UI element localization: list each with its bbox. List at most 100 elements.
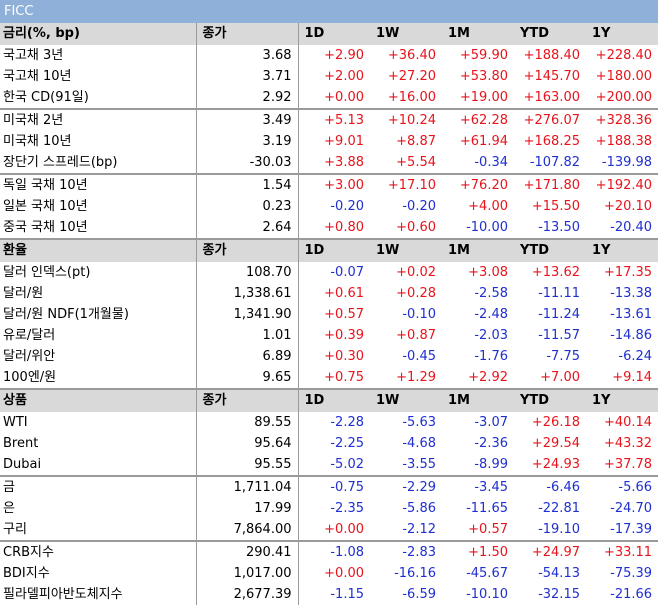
change-m1: -45.67 (466, 566, 508, 581)
close-value: 2.64 (196, 217, 299, 239)
row-label: 유로/달러 (0, 325, 197, 346)
change-w1: +5.54 (396, 155, 436, 170)
row-label: 독일 국채 10년 (0, 173, 197, 196)
change-y1: -13.61 (610, 307, 653, 322)
change-ytd: +145.70 (523, 69, 580, 84)
change-d1: -2.25 (330, 436, 364, 451)
table-row: 국고채 10년 3.71 +2.00 +27.20 +53.80 +145.70 +180.… (0, 66, 658, 87)
close-value: 95.64 (196, 433, 299, 454)
change-w1: +16.00 (387, 90, 436, 105)
change-d1: +3.88 (324, 155, 364, 170)
close-value: 3.19 (196, 131, 299, 152)
change-w1: -2.83 (370, 540, 442, 563)
change-w1: +0.02 (396, 265, 436, 280)
change-y1: -139.98 (601, 155, 653, 170)
change-m1: -2.58 (474, 286, 508, 301)
change-w1: -2.12 (402, 522, 436, 537)
row-label: 달러/원 NDF(1개월물) (0, 304, 197, 325)
change-ytd: +163.00 (523, 90, 580, 105)
column-header: 1M (442, 238, 514, 262)
change-y1: -21.66 (610, 587, 653, 602)
table-row: 달러 인덱스(pt) 108.70 -0.07 +0.02 +3.08 +13.62 +17… (0, 262, 658, 283)
change-ytd: -22.81 (538, 501, 580, 516)
change-ytd: -107.82 (529, 155, 580, 170)
row-label: Brent (0, 433, 197, 454)
change-d1: +0.75 (324, 370, 364, 385)
change-d1: -2.28 (330, 415, 364, 430)
change-ytd: -11.24 (538, 307, 580, 322)
change-w1: +0.87 (396, 328, 436, 343)
row-label: 100엔/원 (0, 367, 197, 389)
change-d1: +0.39 (324, 328, 364, 343)
change-w1: +8.87 (396, 134, 436, 149)
change-y1: +33.11 (586, 540, 658, 563)
change-w1: -6.59 (402, 587, 436, 602)
table-row: 은 17.99 -2.35 -5.86 -11.65 -22.81 -24.70 (0, 498, 658, 519)
change-ytd: -11.11 (538, 286, 580, 301)
change-w1: +0.28 (396, 286, 436, 301)
change-w1: +0.60 (396, 220, 436, 235)
row-label: 미국채 10년 (0, 131, 197, 152)
change-m1: -10.10 (466, 587, 508, 602)
table-row: Dubai 95.55 -5.02 -3.55 -8.99 +24.93 +37.78 (0, 454, 658, 476)
change-m1: -2.03 (474, 328, 508, 343)
close-value: 1,017.00 (196, 563, 299, 584)
column-header: YTD (514, 388, 586, 412)
close-value: 108.70 (196, 262, 299, 283)
change-m1: -11.65 (466, 501, 508, 516)
change-ytd: +168.25 (523, 134, 580, 149)
change-d1: +0.57 (324, 307, 364, 322)
table-row: 국고채 3년 3.68 +2.90 +36.40 +59.90 +188.40 +228.4… (0, 45, 658, 66)
close-value: 7,864.00 (196, 519, 299, 541)
table-row: 달러/위안 6.89 +0.30 -0.45 -1.76 -7.75 -6.24 (0, 346, 658, 367)
table-row: 장단기 스프레드(bp) -30.03 +3.88 +5.54 -0.34 -107.82… (0, 152, 658, 174)
change-y1: -20.40 (610, 220, 653, 235)
change-y1: +20.10 (603, 199, 653, 214)
table-row: 한국 CD(91일) 2.92 +0.00 +16.00 +19.00 +163.00 +2… (0, 87, 658, 109)
section-header-row: 상품 종가 1D 1W 1M YTD 1Y (0, 388, 658, 412)
change-d1: +3.00 (298, 173, 370, 196)
change-m1: -0.34 (474, 155, 508, 170)
change-ytd: -19.10 (538, 522, 580, 537)
change-ytd: +29.54 (531, 436, 580, 451)
close-value: 3.49 (196, 108, 299, 131)
table-row: CRB지수 290.41 -1.08 -2.83 +1.50 +24.97 +33.11 (0, 540, 658, 563)
close-value: 290.41 (196, 540, 299, 563)
table-row: 달러/원 1,338.61 +0.61 +0.28 -2.58 -11.11 -13.38 (0, 283, 658, 304)
change-y1: +200.00 (595, 90, 653, 105)
change-d1: +5.13 (298, 108, 370, 131)
row-label: Dubai (0, 454, 197, 476)
column-header: 1D (298, 238, 370, 262)
table-row: 달러/원 NDF(1개월물) 1,341.90 +0.57 -0.10 -2.48 -11… (0, 304, 658, 325)
change-y1: +188.38 (595, 134, 653, 149)
row-label: 미국채 2년 (0, 108, 197, 131)
close-value: 0.23 (196, 196, 299, 217)
close-value: 2.92 (196, 87, 299, 109)
row-label: 국고채 10년 (0, 66, 197, 87)
change-w1: -0.45 (402, 349, 436, 364)
change-ytd: +188.40 (523, 48, 580, 63)
change-d1: +0.00 (324, 90, 364, 105)
change-y1: -5.66 (586, 475, 658, 498)
row-label: 국고채 3년 (0, 45, 197, 66)
column-header: 1W (370, 388, 442, 412)
change-m1: +3.08 (468, 265, 508, 280)
section-header-row: 환율 종가 1D 1W 1M YTD 1Y (0, 238, 658, 262)
change-d1: +0.30 (324, 349, 364, 364)
change-w1: +1.29 (396, 370, 436, 385)
change-ytd: -32.15 (538, 587, 580, 602)
change-ytd: +24.97 (514, 540, 586, 563)
row-label: 중국 국채 10년 (0, 217, 197, 239)
change-ytd: -13.50 (538, 220, 580, 235)
change-m1: +2.92 (468, 370, 508, 385)
change-m1: +59.90 (459, 48, 508, 63)
table-row: 금 1,711.04 -0.75 -2.29 -3.45 -6.46 -5.66 (0, 475, 658, 498)
change-m1: -3.07 (474, 415, 508, 430)
change-w1: +27.20 (387, 69, 436, 84)
change-ytd: +7.00 (540, 370, 580, 385)
table-row: 중국 국채 10년 2.64 +0.80 +0.60 -10.00 -13.50 -20.4… (0, 217, 658, 239)
close-value: -30.03 (196, 152, 299, 174)
change-w1: +36.40 (387, 48, 436, 63)
row-label: 필라델피아반도체지수 (0, 584, 197, 605)
change-m1: +53.80 (459, 69, 508, 84)
